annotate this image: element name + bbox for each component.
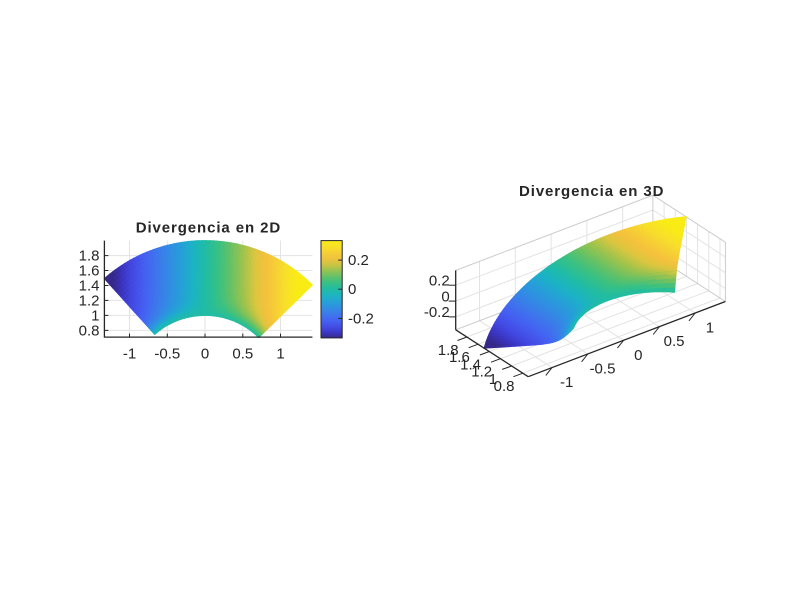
svg-text:0: 0 <box>201 346 209 363</box>
svg-text:0.5: 0.5 <box>232 346 253 363</box>
svg-text:-1: -1 <box>123 346 136 363</box>
svg-text:1.8: 1.8 <box>438 342 459 359</box>
svg-text:0.8: 0.8 <box>494 378 515 395</box>
svg-text:0.5: 0.5 <box>664 333 685 350</box>
svg-text:0: 0 <box>348 281 356 298</box>
svg-text:0.2: 0.2 <box>429 273 450 290</box>
svg-text:1: 1 <box>706 320 714 337</box>
svg-text:Divergencia en 2D: Divergencia en 2D <box>136 220 281 237</box>
svg-text:Divergencia en 3D: Divergencia en 3D <box>519 183 664 200</box>
svg-text:1.4: 1.4 <box>460 357 481 374</box>
svg-text:1: 1 <box>91 307 99 324</box>
svg-text:-1: -1 <box>560 374 573 391</box>
svg-text:-0.5: -0.5 <box>590 361 616 378</box>
svg-text:1.2: 1.2 <box>79 292 100 309</box>
svg-text:1.6: 1.6 <box>79 263 100 280</box>
svg-text:0.8: 0.8 <box>79 322 100 339</box>
svg-text:1.2: 1.2 <box>471 364 492 381</box>
svg-text:1.4: 1.4 <box>79 278 100 295</box>
svg-text:0: 0 <box>634 347 642 364</box>
svg-text:0.2: 0.2 <box>348 252 369 269</box>
svg-text:-0.5: -0.5 <box>154 346 180 363</box>
svg-text:-0.2: -0.2 <box>424 304 450 321</box>
svg-text:1: 1 <box>276 346 284 363</box>
svg-text:-0.2: -0.2 <box>348 310 374 327</box>
svg-text:1.8: 1.8 <box>79 248 100 265</box>
svg-text:1: 1 <box>489 371 497 388</box>
svg-text:0: 0 <box>441 288 449 305</box>
svg-text:1.6: 1.6 <box>449 349 470 366</box>
